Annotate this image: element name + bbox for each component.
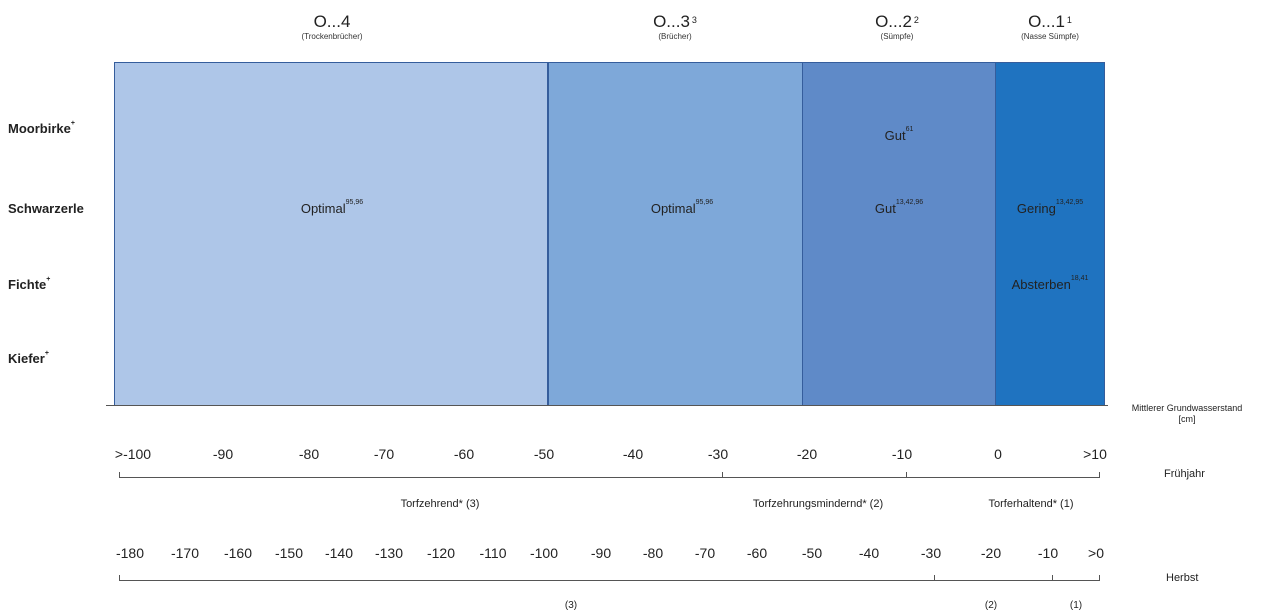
- spring-tick-label: -30: [707, 446, 729, 462]
- species-label-kiefer: Kiefer+: [8, 350, 49, 366]
- spring-bracket-end: [119, 472, 120, 478]
- autumn-bracket-end: [1099, 575, 1100, 581]
- autumn-tick-label: -50: [801, 545, 823, 561]
- autumn-tick-label: >0: [1088, 545, 1104, 561]
- autumn-note-1: (3): [564, 600, 578, 611]
- autumn-tick-label: -120: [426, 545, 456, 561]
- spring-bracket: [119, 477, 1100, 478]
- spring-bracket-divider: [722, 472, 723, 478]
- spring-note-3: Torferhaltend* (1): [988, 498, 1074, 510]
- axis-label-line1: Mittlerer Grundwasserstand: [1131, 403, 1243, 413]
- spring-tick-label: -20: [796, 446, 818, 462]
- zone-label: O...1: [1028, 12, 1065, 31]
- autumn-tick-label: -140: [324, 545, 354, 561]
- autumn-tick-label: -100: [529, 545, 559, 561]
- zone-label: O...4: [313, 12, 351, 31]
- zone-sublabel: (Brücher): [658, 32, 692, 41]
- zone-sup: 1: [1066, 15, 1072, 25]
- spring-label: Frühjahr: [1164, 468, 1205, 480]
- autumn-tick-label: -30: [920, 545, 942, 561]
- axis-label: Mittlerer Grundwasserstand [cm]: [1114, 403, 1260, 425]
- spring-tick-label: -80: [298, 446, 320, 462]
- autumn-note-2: (2): [984, 600, 998, 611]
- autumn-bracket: [119, 580, 1100, 581]
- autumn-tick-label: -70: [694, 545, 716, 561]
- autumn-tick-label: -90: [590, 545, 612, 561]
- autumn-bracket-divider: [934, 575, 935, 581]
- zone-sup: 2: [913, 15, 919, 25]
- autumn-tick-label: -80: [642, 545, 664, 561]
- species-label-moorbirke: Moorbirke+: [8, 120, 75, 136]
- cell-o1-schwarzerle: Gering13,42,95: [1016, 199, 1084, 216]
- species-label-fichte: Fichte+: [8, 276, 51, 292]
- zone-header-o3: O...3 3 (Brücher): [575, 12, 775, 42]
- spring-tick-label: -70: [373, 446, 395, 462]
- autumn-tick-label: -180: [115, 545, 145, 561]
- autumn-bracket-divider: [1052, 575, 1053, 581]
- cell-o2-moorbirke: Gut61: [884, 126, 914, 143]
- spring-tick-label: 0: [994, 446, 1002, 462]
- axis-label-line2: [cm]: [1178, 414, 1196, 424]
- autumn-note-3: (1): [1069, 600, 1083, 611]
- spring-note-2: Torfzehrungsmindernd* (2): [752, 498, 884, 510]
- spring-tick-label: >-100: [114, 446, 152, 462]
- zone-sublabel: (Sümpfe): [880, 32, 914, 41]
- zone-label: O...2: [875, 12, 912, 31]
- zone-band-o3: [548, 62, 803, 406]
- zone-band-o1: [995, 62, 1105, 406]
- autumn-bracket-end: [119, 575, 120, 581]
- autumn-tick-label: -110: [479, 545, 507, 561]
- autumn-label: Herbst: [1166, 572, 1199, 584]
- autumn-tick-label: -160: [223, 545, 253, 561]
- zone-sup: 3: [691, 15, 697, 25]
- spring-tick-label: -10: [891, 446, 913, 462]
- cell-o4-schwarzerle: Optimal95,96: [300, 199, 364, 216]
- cell-o2-schwarzerle: Gut13,42,96: [874, 199, 924, 216]
- zone-sublabel: (Trockenbrücher): [301, 32, 363, 41]
- zone-header-o4: O...4 (Trockenbrücher): [232, 12, 432, 42]
- zone-header-o1: O...1 1 (Nasse Sümpfe): [950, 12, 1150, 42]
- autumn-tick-label: -150: [274, 545, 304, 561]
- spring-bracket-end: [1099, 472, 1100, 478]
- spring-tick-label: -60: [453, 446, 475, 462]
- zone-divider: [547, 62, 549, 406]
- axis-baseline: [106, 405, 1108, 406]
- spring-tick-label: -90: [212, 446, 234, 462]
- zone-sublabel: (Nasse Sümpfe): [1021, 32, 1079, 41]
- autumn-tick-label: -60: [746, 545, 768, 561]
- spring-bracket-divider: [906, 472, 907, 478]
- spring-tick-label: >10: [1083, 446, 1107, 462]
- zone-band-o2: [802, 62, 996, 406]
- autumn-tick-label: -170: [170, 545, 200, 561]
- cell-o3-schwarzerle: Optimal95,96: [650, 199, 714, 216]
- spring-tick-label: -40: [622, 446, 644, 462]
- zone-label: O...3: [653, 12, 690, 31]
- zone-band-o4: [114, 62, 549, 406]
- cell-o1-fichte: Absterben18,41: [1011, 275, 1089, 292]
- autumn-tick-label: -40: [858, 545, 880, 561]
- autumn-tick-label: -130: [374, 545, 404, 561]
- spring-tick-label: -50: [533, 446, 555, 462]
- autumn-tick-label: -10: [1037, 545, 1059, 561]
- zone-header-o2: O...2 2 (Sümpfe): [797, 12, 997, 42]
- spring-note-1: Torfzehrend* (3): [400, 498, 480, 510]
- species-label-schwarzerle: Schwarzerle: [8, 201, 84, 216]
- autumn-tick-label: -20: [980, 545, 1002, 561]
